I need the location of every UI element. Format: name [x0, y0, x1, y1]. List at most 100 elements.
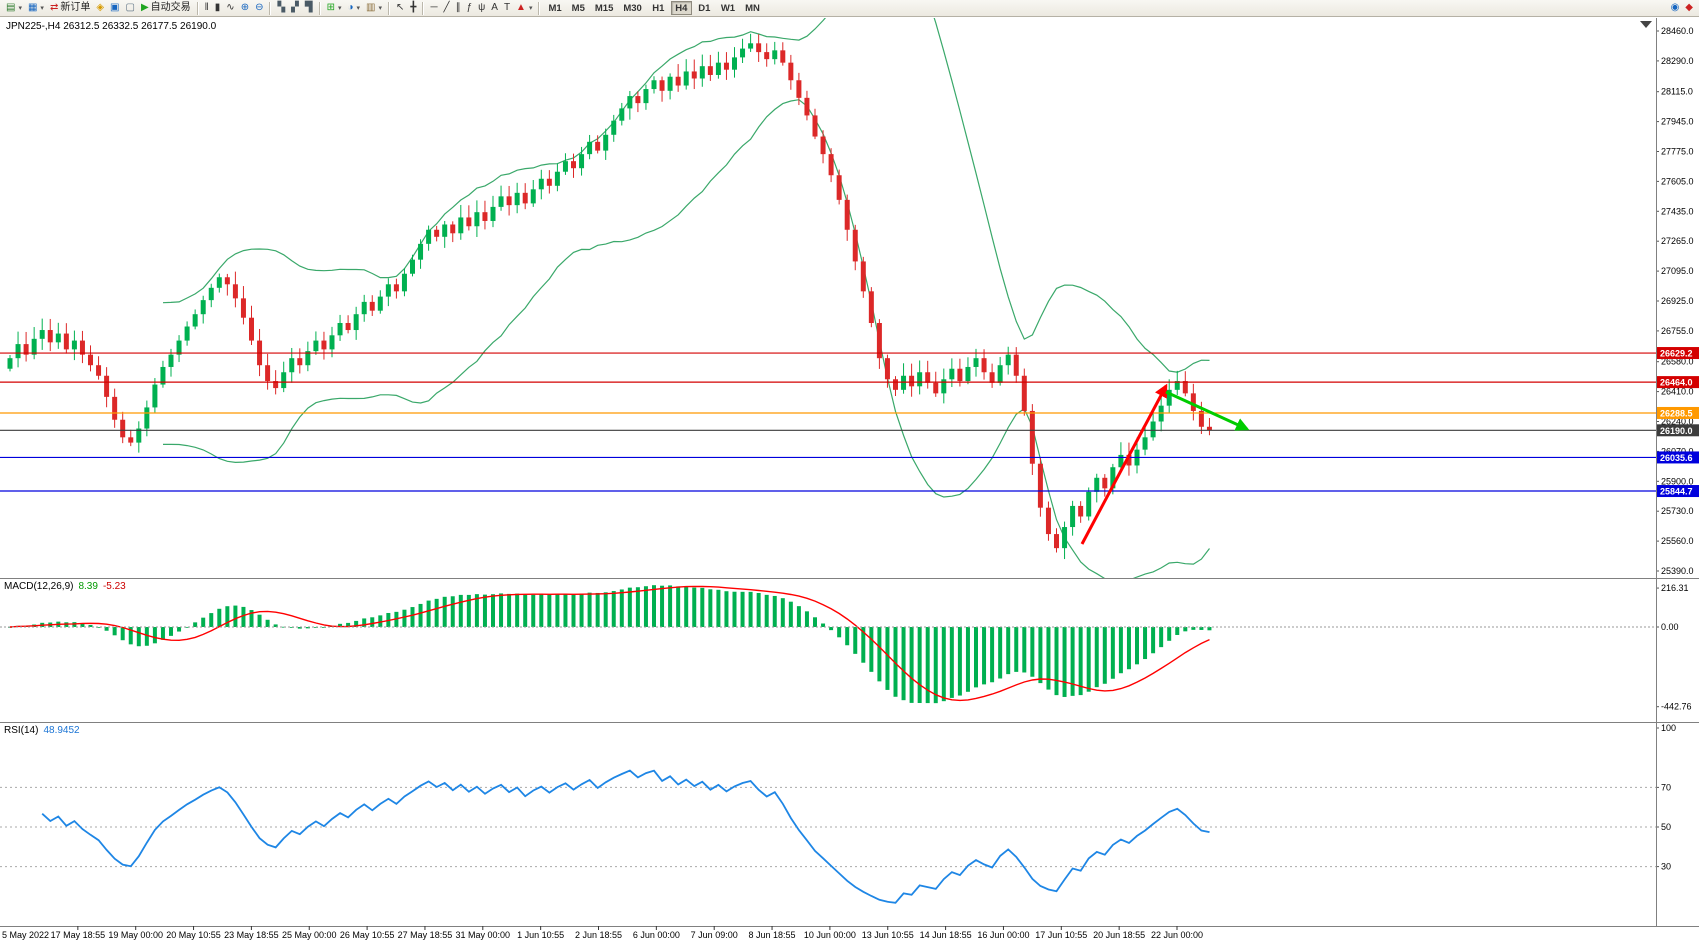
timeframe-mn-button[interactable]: MN [741, 1, 764, 15]
indicators-button[interactable]: ⊞ ▾ [324, 1, 345, 16]
candle-body [941, 379, 947, 394]
timeframe-d1-button[interactable]: D1 [694, 1, 715, 15]
crosshair-button[interactable]: ╋ [407, 1, 419, 16]
timeframe-m1-button[interactable]: M1 [544, 1, 565, 15]
candle-body [667, 76, 673, 91]
candle-body [224, 277, 230, 285]
price-level-badge-label: 26464.0 [1660, 378, 1693, 388]
arrange-windows-button[interactable]: ▜ [302, 1, 316, 16]
price-axis-label: 28290.0 [1661, 56, 1694, 66]
time-axis-label: 26 May 10:55 [340, 930, 395, 940]
tile-windows-button[interactable]: ▚ [274, 1, 288, 16]
horizontal-line-tool-button[interactable]: ─ [427, 1, 440, 16]
candle-body [1037, 463, 1043, 508]
time-axis-label: 14 Jun 18:55 [920, 930, 972, 940]
text-tool-button[interactable]: A [488, 1, 501, 16]
candle-body [571, 161, 576, 169]
line-chart-mode-icon: ∿ [226, 2, 235, 13]
price-axis-label: 26925.0 [1661, 296, 1694, 306]
candle-body [482, 212, 488, 221]
projection-arrow-down[interactable] [1165, 390, 1250, 431]
zoom-in-button[interactable]: ⊕ [238, 1, 252, 16]
candle-chart-mode-button[interactable]: ▮ [212, 1, 224, 16]
candle-body [232, 284, 238, 299]
timeframe-m5-button[interactable]: M5 [568, 1, 589, 15]
candle-body [498, 196, 504, 207]
print-preview-button[interactable]: ▢ [122, 1, 137, 16]
timeframe-m30-button[interactable]: M30 [619, 1, 645, 15]
candle-body [603, 134, 609, 151]
candle-body [15, 344, 21, 359]
fibonacci-tool-button[interactable]: ƒ [464, 1, 476, 16]
templates-button[interactable]: ▥ ▾ [363, 1, 385, 16]
candle-body [788, 62, 794, 81]
candle-body [401, 273, 407, 292]
cascade-windows-button[interactable]: ▞ [288, 1, 302, 16]
line-chart-mode-button[interactable]: ∿ [223, 1, 237, 16]
candle-body [812, 115, 818, 137]
bar-chart-mode-button[interactable]: ‖ [202, 1, 212, 16]
candle-body [643, 89, 649, 104]
toolbar-separator [196, 1, 199, 15]
trendline-tool-button[interactable]: ╱ [441, 1, 453, 16]
cascade-windows-icon: ▞ [291, 2, 299, 13]
price-axis-label: 28115.0 [1661, 87, 1693, 97]
crosshair-icon: ╋ [410, 2, 417, 13]
time-axis-label: 8 Jun 18:55 [749, 930, 796, 940]
periods-button[interactable]: ◑ ▾ [344, 1, 363, 16]
chart-shift-marker[interactable] [1640, 21, 1652, 28]
candle-body [1174, 381, 1180, 390]
new-order-button[interactable]: ⇄ 新订单 [47, 1, 93, 16]
cursor-button[interactable]: ↖ [393, 1, 407, 16]
timeframe-m15-button[interactable]: M15 [591, 1, 617, 15]
community-button[interactable]: ◆ [1682, 1, 1696, 16]
candle-body [329, 335, 335, 350]
pitchfork-tool-button[interactable]: ψ [475, 1, 488, 16]
time-axis-label: 27 May 18:55 [398, 930, 453, 940]
candle-body [63, 333, 69, 350]
trend-arrows[interactable] [1080, 21, 1652, 545]
price-axis-label: 25560.0 [1661, 536, 1694, 546]
print-button[interactable]: ▣ [107, 1, 122, 16]
toolbar-separator [422, 1, 425, 15]
chevron-down-icon: ▾ [528, 4, 533, 12]
print-icon: ▣ [110, 2, 120, 13]
timeframe-w1-button[interactable]: W1 [717, 1, 739, 15]
price-level-lines[interactable]: 26629.2 26464.0 26288.5 26190.0 26035.6 25844… [0, 347, 1699, 498]
time-axis-label: 6 Jun 00:00 [633, 930, 680, 940]
window-list-button[interactable]: ▦ ▾ [25, 1, 47, 16]
impulse-arrow-up[interactable] [1080, 383, 1168, 545]
candle-body [369, 301, 375, 311]
new-chart-button[interactable]: ▤ ▾ [3, 1, 25, 16]
text-label-tool-button[interactable]: T [501, 1, 513, 16]
timeframe-h4-button[interactable]: H4 [670, 1, 692, 15]
candle-body [216, 277, 222, 288]
candle-body [949, 368, 955, 380]
candle-body [128, 437, 134, 443]
candle-body [514, 192, 520, 206]
candle-body [852, 229, 858, 262]
candle-body [7, 358, 13, 369]
candle-body [1054, 534, 1059, 549]
candle-body [917, 372, 923, 387]
metaeditor-button[interactable]: ◈ [93, 1, 107, 16]
macd-histogram [8, 585, 1212, 704]
timeframe-h1-button[interactable]: H1 [648, 1, 669, 15]
arrows-tool-button[interactable]: ▲ ▾ [513, 1, 535, 16]
bollinger-upper-line [162, 18, 1210, 373]
arrows-tool-icon: ▲ [516, 2, 526, 13]
search-button[interactable]: ◉ [1668, 1, 1683, 16]
candle-body [200, 300, 206, 315]
time-axis-label: 17 May 18:55 [51, 930, 106, 940]
zoom-out-button[interactable]: ⊖ [252, 1, 266, 16]
rsi-axis-label: 50 [1661, 822, 1671, 832]
price-axis-label: 26580.0 [1661, 357, 1694, 367]
autotrading-button[interactable]: ▶ 自动交易 [138, 1, 194, 16]
toolbar-separator [269, 1, 272, 15]
candle-body [1190, 393, 1196, 411]
candle-body [458, 217, 464, 234]
channel-tool-button[interactable]: ∥ [453, 1, 464, 16]
candle-body [39, 330, 45, 339]
bollinger-lower-line [163, 99, 1210, 578]
